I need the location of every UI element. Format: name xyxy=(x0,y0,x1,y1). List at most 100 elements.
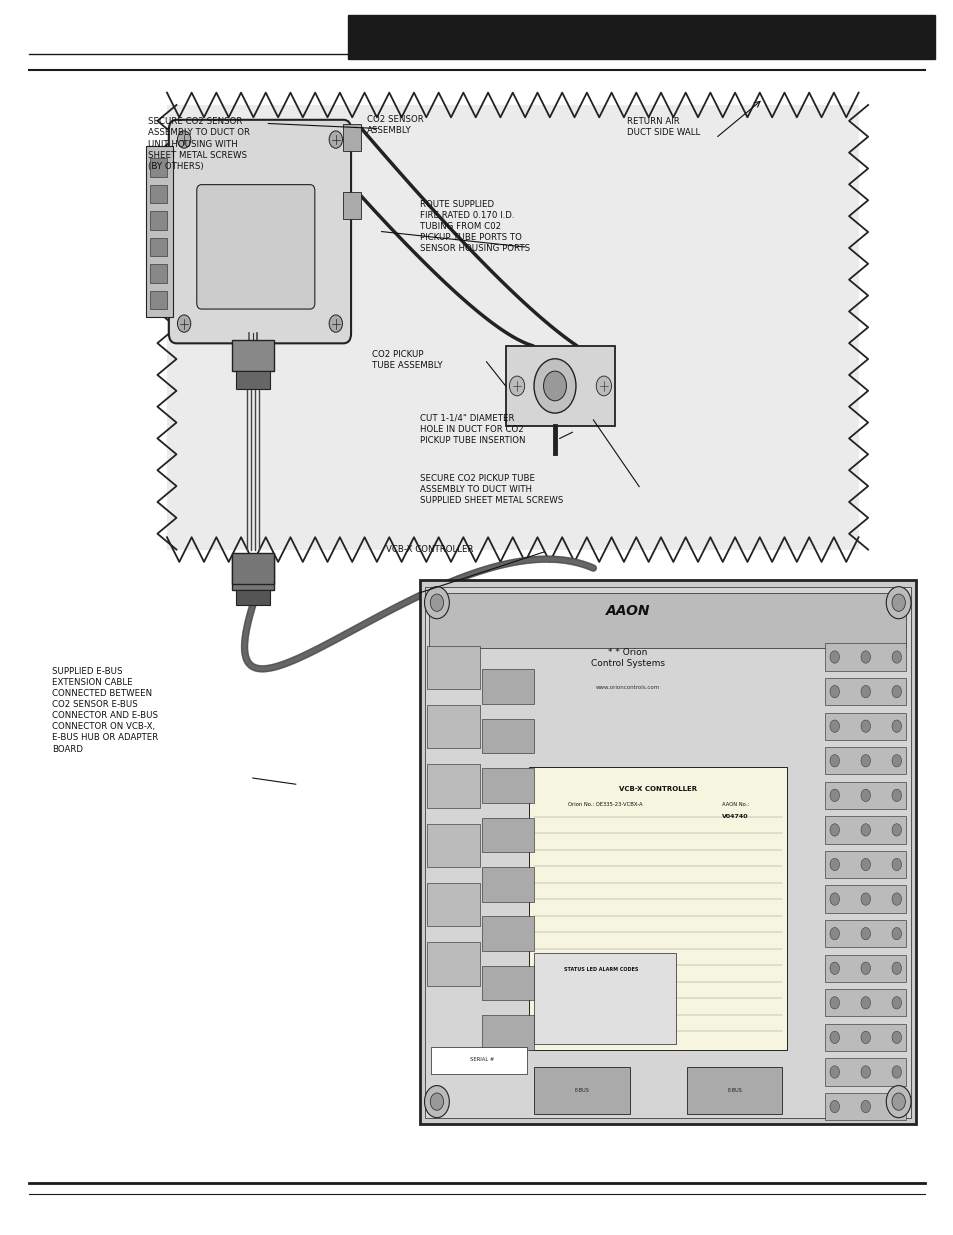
Bar xyxy=(824,955,905,982)
Bar xyxy=(533,953,675,1044)
Bar xyxy=(150,211,167,230)
Bar xyxy=(427,824,479,867)
Circle shape xyxy=(829,720,839,732)
Bar xyxy=(427,942,479,986)
Bar xyxy=(348,15,934,59)
Circle shape xyxy=(829,755,839,767)
Circle shape xyxy=(177,315,191,332)
Circle shape xyxy=(860,1066,869,1078)
Text: VCB-X CONTROLLER: VCB-X CONTROLLER xyxy=(618,785,697,792)
Circle shape xyxy=(860,1031,869,1044)
Circle shape xyxy=(860,1100,869,1113)
Bar xyxy=(150,290,167,309)
Text: CUT 1-1/4" DIAMETER
HOLE IN DUCT FOR CO2
PICKUP TUBE INSERTION: CUT 1-1/4" DIAMETER HOLE IN DUCT FOR CO2… xyxy=(419,414,525,445)
Circle shape xyxy=(891,997,901,1009)
Bar xyxy=(481,867,534,902)
Bar xyxy=(534,1067,629,1114)
Text: V04740: V04740 xyxy=(721,814,748,819)
Circle shape xyxy=(829,1066,839,1078)
Bar xyxy=(528,767,786,1050)
Circle shape xyxy=(891,893,901,905)
Bar xyxy=(146,146,172,317)
Bar xyxy=(427,764,479,808)
Bar xyxy=(824,643,905,671)
Circle shape xyxy=(860,651,869,663)
FancyBboxPatch shape xyxy=(169,120,351,343)
Circle shape xyxy=(891,685,901,698)
Bar xyxy=(824,713,905,740)
Text: RETURN AIR
DUCT SIDE WALL: RETURN AIR DUCT SIDE WALL xyxy=(626,117,700,137)
Text: www.orioncontrols.com: www.orioncontrols.com xyxy=(596,685,659,690)
Circle shape xyxy=(829,1100,839,1113)
Text: VCB-X CONTROLLER: VCB-X CONTROLLER xyxy=(386,545,474,553)
Bar xyxy=(824,885,905,913)
Bar xyxy=(505,346,615,426)
Bar xyxy=(481,1015,534,1050)
Bar xyxy=(824,920,905,947)
Text: CO2 PICKUP
TUBE ASSEMBLY: CO2 PICKUP TUBE ASSEMBLY xyxy=(372,350,442,369)
Bar xyxy=(824,851,905,878)
Bar xyxy=(824,747,905,774)
Text: SERIAL #: SERIAL # xyxy=(469,1057,494,1062)
Circle shape xyxy=(885,587,910,619)
Circle shape xyxy=(829,1031,839,1044)
Circle shape xyxy=(891,1093,904,1110)
Circle shape xyxy=(885,1086,910,1118)
Circle shape xyxy=(596,375,611,395)
Circle shape xyxy=(430,1093,443,1110)
Bar xyxy=(150,237,167,256)
Circle shape xyxy=(891,720,901,732)
Bar xyxy=(824,1024,905,1051)
Bar xyxy=(686,1067,781,1114)
Bar xyxy=(481,669,534,704)
Circle shape xyxy=(829,997,839,1009)
Bar xyxy=(427,646,479,689)
Circle shape xyxy=(860,685,869,698)
Text: STATUS LED ALARM CODES: STATUS LED ALARM CODES xyxy=(563,967,638,972)
Text: AAON No.:: AAON No.: xyxy=(721,802,749,806)
Circle shape xyxy=(829,962,839,974)
Bar xyxy=(824,678,905,705)
Circle shape xyxy=(891,1066,901,1078)
Bar xyxy=(431,1047,526,1074)
Text: Orion No.: OE335-23-VCBX-A: Orion No.: OE335-23-VCBX-A xyxy=(567,802,641,806)
Circle shape xyxy=(891,824,901,836)
Bar xyxy=(167,105,858,550)
Circle shape xyxy=(860,893,869,905)
Bar xyxy=(824,989,905,1016)
Bar xyxy=(150,185,167,203)
Circle shape xyxy=(860,824,869,836)
Circle shape xyxy=(424,1086,449,1118)
Bar xyxy=(232,553,274,584)
Circle shape xyxy=(329,315,342,332)
Circle shape xyxy=(424,587,449,619)
Circle shape xyxy=(860,755,869,767)
Bar xyxy=(481,719,534,753)
Circle shape xyxy=(829,893,839,905)
Circle shape xyxy=(891,1031,901,1044)
Bar xyxy=(424,587,910,1118)
Text: CO2 SENSOR
ASSEMBLY: CO2 SENSOR ASSEMBLY xyxy=(367,115,423,135)
Circle shape xyxy=(891,651,901,663)
Bar xyxy=(343,124,360,151)
Text: SECURE CO2 PICKUP TUBE
ASSEMBLY TO DUCT WITH
SUPPLIED SHEET METAL SCREWS: SECURE CO2 PICKUP TUBE ASSEMBLY TO DUCT … xyxy=(419,474,562,505)
Bar xyxy=(481,916,534,951)
Circle shape xyxy=(860,927,869,940)
Bar xyxy=(481,768,534,803)
Circle shape xyxy=(829,651,839,663)
FancyBboxPatch shape xyxy=(196,184,314,309)
Bar xyxy=(235,370,270,389)
Circle shape xyxy=(891,789,901,802)
Circle shape xyxy=(543,370,566,401)
Circle shape xyxy=(860,962,869,974)
Bar xyxy=(235,590,270,605)
Text: * * Orion
Control Systems: * * Orion Control Systems xyxy=(591,648,664,668)
Bar xyxy=(343,191,360,219)
Bar xyxy=(824,1093,905,1120)
Bar xyxy=(232,556,274,590)
Circle shape xyxy=(860,789,869,802)
Bar xyxy=(481,818,534,852)
Circle shape xyxy=(829,824,839,836)
Text: AAON: AAON xyxy=(605,604,650,619)
Circle shape xyxy=(829,927,839,940)
